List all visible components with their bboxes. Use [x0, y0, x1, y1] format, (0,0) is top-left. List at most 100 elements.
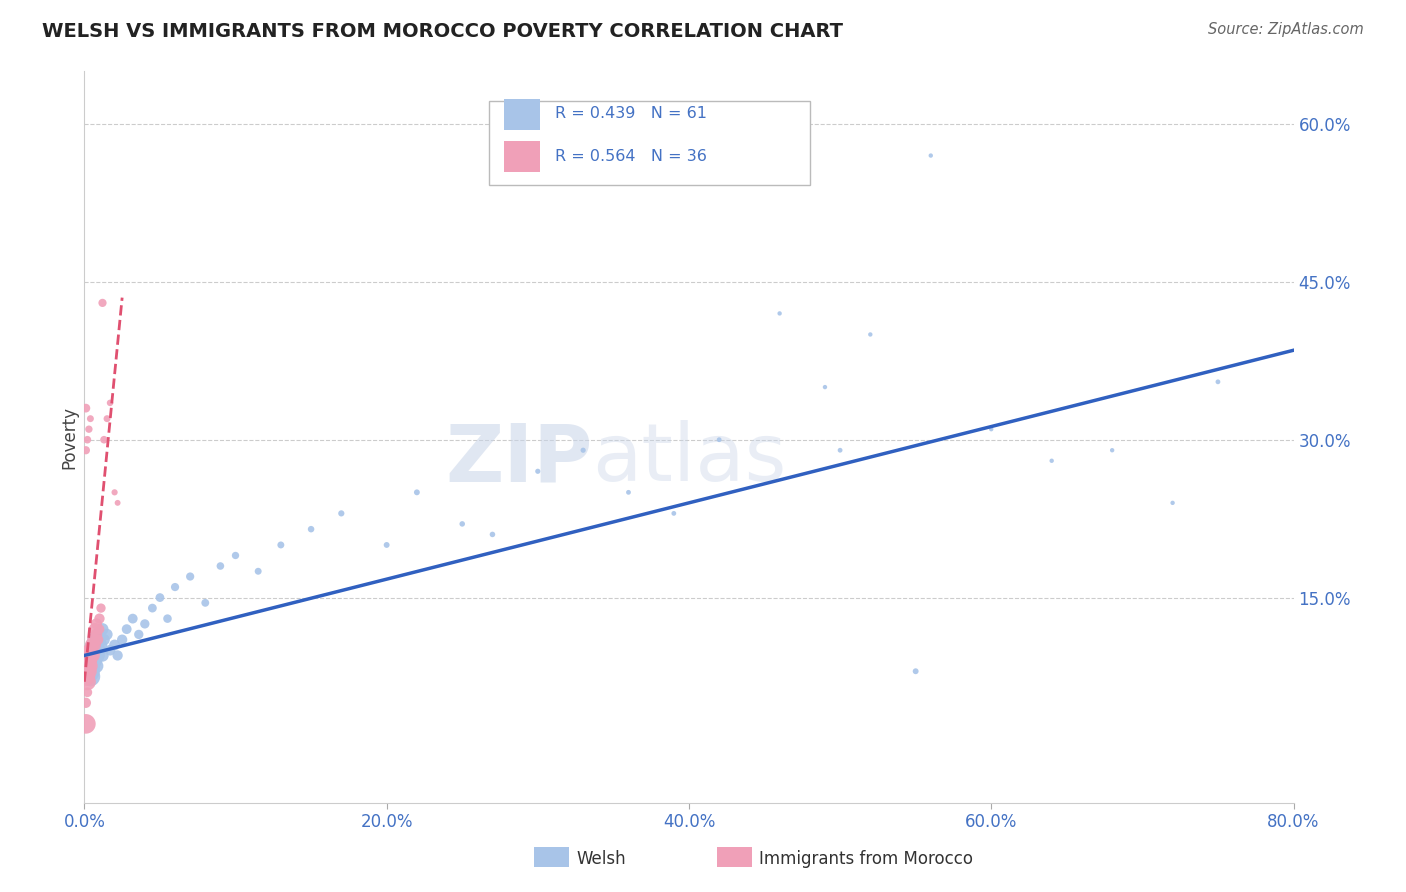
Point [90, 638, 112, 652]
Point [87, 648, 110, 663]
Point [1101, 443, 1123, 458]
Point [98, 396, 121, 410]
Point [107, 496, 129, 510]
Point [84, 622, 107, 636]
Point [82, 648, 104, 663]
Point [769, 306, 792, 320]
FancyBboxPatch shape [503, 99, 540, 130]
Point [86, 616, 108, 631]
Point [90, 601, 112, 615]
Point [84, 632, 107, 647]
Point [79, 643, 101, 657]
Point [75, 401, 97, 416]
Point [89, 612, 111, 626]
Point [75, 443, 97, 458]
Point [77, 665, 100, 679]
Point [86, 643, 108, 657]
Point [76, 674, 98, 689]
Point [80, 638, 103, 652]
Point [75, 648, 97, 663]
Point [98, 643, 121, 657]
Point [96, 627, 118, 641]
Point [93, 632, 115, 647]
Point [121, 612, 143, 626]
Point [662, 507, 685, 521]
Point [89, 643, 111, 657]
Point [104, 485, 127, 500]
Point [104, 638, 127, 652]
Point [77, 665, 100, 679]
Point [375, 538, 398, 552]
Text: atlas: atlas [592, 420, 786, 498]
Point [75, 717, 97, 731]
Point [75, 696, 97, 710]
Point [904, 665, 927, 679]
Point [111, 632, 134, 647]
Point [225, 549, 247, 563]
Text: Welsh: Welsh [576, 850, 626, 868]
Point [481, 527, 503, 541]
Point [91, 622, 114, 636]
Point [814, 380, 837, 394]
Point [1206, 375, 1229, 389]
Point [80, 659, 103, 673]
Point [76, 654, 98, 668]
Point [527, 464, 550, 478]
Point [80, 643, 103, 657]
Text: ZIP: ZIP [444, 420, 592, 498]
Point [980, 422, 1002, 436]
Text: WELSH VS IMMIGRANTS FROM MOROCCO POVERTY CORRELATION CHART: WELSH VS IMMIGRANTS FROM MOROCCO POVERTY… [42, 22, 844, 41]
Point [141, 601, 163, 615]
Point [82, 648, 104, 663]
Point [451, 516, 474, 531]
Point [76, 659, 98, 673]
Point [87, 632, 110, 647]
Point [330, 507, 353, 521]
Text: Source: ZipAtlas.com: Source: ZipAtlas.com [1208, 22, 1364, 37]
Point [572, 443, 595, 458]
Point [107, 648, 129, 663]
FancyBboxPatch shape [489, 101, 810, 185]
Point [79, 648, 101, 663]
Point [1040, 454, 1063, 468]
Point [91, 648, 114, 663]
Point [209, 559, 232, 574]
Point [75, 669, 97, 683]
Point [80, 648, 103, 663]
Text: R = 0.564   N = 36: R = 0.564 N = 36 [555, 149, 707, 163]
Point [84, 638, 107, 652]
Point [82, 638, 104, 652]
Point [194, 596, 217, 610]
Point [91, 296, 114, 310]
FancyBboxPatch shape [503, 142, 540, 172]
Point [76, 643, 98, 657]
Point [96, 411, 118, 425]
Point [617, 485, 640, 500]
Point [82, 632, 104, 647]
Point [93, 433, 115, 447]
Point [128, 627, 150, 641]
Point [859, 327, 882, 342]
Point [165, 580, 187, 594]
Point [247, 564, 270, 578]
Point [299, 522, 322, 536]
Point [179, 569, 201, 583]
Point [134, 616, 156, 631]
Point [87, 627, 110, 641]
Point [156, 612, 179, 626]
Point [84, 654, 107, 668]
Point [86, 627, 108, 641]
Point [79, 411, 101, 425]
Point [77, 654, 100, 668]
Point [270, 538, 292, 552]
Point [76, 433, 98, 447]
Point [89, 622, 111, 636]
Point [77, 422, 100, 436]
Point [149, 591, 172, 605]
Point [79, 659, 101, 673]
Point [76, 685, 98, 699]
Point [1161, 496, 1184, 510]
Point [709, 433, 731, 447]
Text: R = 0.439   N = 61: R = 0.439 N = 61 [555, 106, 707, 121]
Point [86, 659, 108, 673]
